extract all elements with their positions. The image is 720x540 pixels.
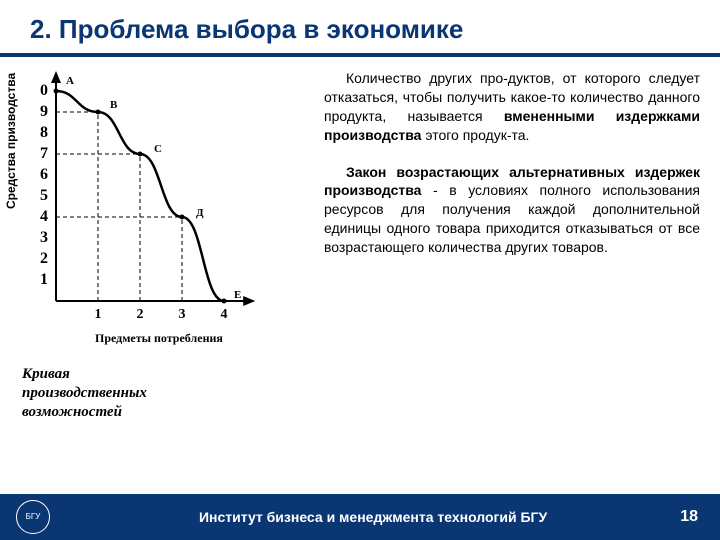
- x-tick: 1: [88, 307, 108, 323]
- x-axis-label: Предметы потребления: [95, 331, 223, 346]
- point-label: Е: [234, 289, 241, 301]
- page-title: 2. Проблема выбора в экономике: [30, 14, 690, 45]
- content-area: Средства призводства Предметы потреблени…: [0, 57, 720, 421]
- x-tick: 4: [214, 307, 234, 323]
- y-tick: 0: [34, 82, 48, 100]
- y-tick: 3: [34, 229, 48, 247]
- y-tick: 7: [34, 145, 48, 163]
- seal-icon: БГУ: [16, 500, 50, 534]
- y-tick: 8: [34, 124, 48, 142]
- y-tick: 5: [34, 187, 48, 205]
- y-tick: 9: [34, 103, 48, 121]
- x-tick: 2: [130, 307, 150, 323]
- point-label: В: [110, 99, 117, 111]
- footer-org: Институт бизнеса и менеджмента технологи…: [66, 509, 680, 525]
- footer: БГУ Институт бизнеса и менеджмента техно…: [0, 494, 720, 540]
- y-tick: 1: [34, 271, 48, 289]
- paragraph-opportunity-cost: Количество других про-дуктов, от которог…: [324, 69, 700, 145]
- title-bar: 2. Проблема выбора в экономике: [0, 0, 720, 57]
- y-tick: 6: [34, 166, 48, 184]
- y-tick: 2: [34, 250, 48, 268]
- point-label: А: [66, 75, 74, 87]
- footer-seal: БГУ: [0, 494, 66, 540]
- chart-caption: Криваяпроизводственныхвозможностей: [10, 365, 310, 421]
- point-label: С: [154, 143, 162, 155]
- para1-post: этого продук-та.: [421, 127, 529, 143]
- footer-page-number: 18: [680, 508, 698, 526]
- left-column: Средства призводства Предметы потреблени…: [10, 69, 310, 421]
- right-column: Количество других про-дуктов, от которог…: [324, 69, 700, 421]
- point-label: Д: [196, 207, 204, 219]
- paragraph-law: Закон возрастающих альтернативных издерж…: [324, 163, 700, 257]
- ppf-chart: Средства призводства Предметы потреблени…: [10, 69, 290, 359]
- x-tick: 3: [172, 307, 192, 323]
- chart-svg: [10, 69, 290, 359]
- y-tick: 4: [34, 208, 48, 226]
- y-axis-label: Средства призводства: [4, 73, 18, 209]
